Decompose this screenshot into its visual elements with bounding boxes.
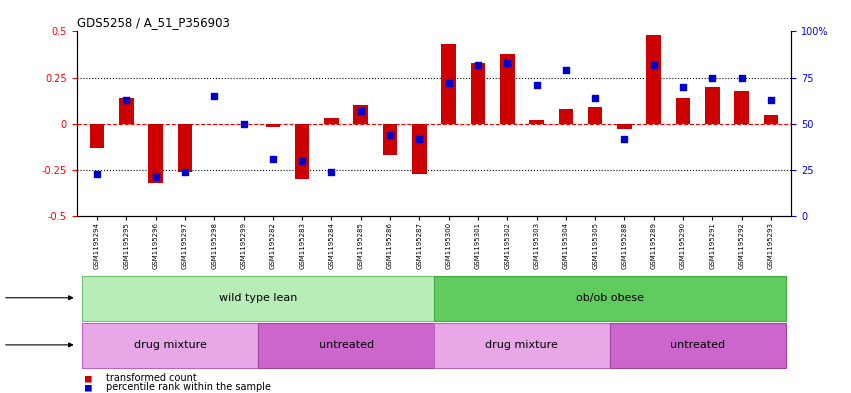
Bar — [324, 118, 339, 124]
Point — [237, 121, 250, 127]
Bar — [83, 276, 434, 321]
Text: untreated: untreated — [670, 340, 725, 350]
Text: GDS5258 / A_51_P356903: GDS5258 / A_51_P356903 — [77, 16, 230, 29]
Text: ob/ob obese: ob/ob obese — [576, 293, 644, 303]
Point — [500, 60, 514, 66]
Text: drug mixture: drug mixture — [134, 340, 207, 350]
Point — [529, 82, 543, 88]
Point — [734, 75, 748, 81]
Text: percentile rank within the sample: percentile rank within the sample — [106, 382, 271, 392]
Bar — [383, 124, 397, 155]
Point — [413, 136, 426, 142]
Bar — [83, 323, 258, 369]
Point — [90, 171, 104, 177]
Point — [471, 62, 485, 68]
Point — [647, 62, 660, 68]
Point — [325, 169, 339, 175]
Bar — [258, 323, 434, 369]
Point — [618, 136, 631, 142]
Bar — [471, 63, 485, 124]
Point — [559, 67, 573, 73]
Point — [120, 97, 134, 103]
Bar — [705, 87, 720, 124]
Bar — [442, 44, 456, 124]
Bar — [734, 90, 749, 124]
Text: ■: ■ — [85, 373, 92, 383]
Text: ■: ■ — [85, 382, 92, 392]
Bar — [558, 109, 574, 124]
Bar — [588, 107, 603, 124]
Bar — [610, 323, 785, 369]
Bar — [266, 124, 280, 127]
Point — [266, 156, 280, 162]
Point — [208, 93, 221, 99]
Text: agent: agent — [0, 340, 72, 350]
Bar — [617, 124, 631, 129]
Bar — [353, 105, 368, 124]
Point — [588, 95, 602, 101]
Point — [354, 108, 368, 114]
Text: genotype/variation: genotype/variation — [0, 293, 72, 303]
Bar — [294, 124, 310, 179]
Bar — [529, 120, 544, 124]
Bar — [148, 124, 163, 183]
Bar — [434, 323, 610, 369]
Point — [178, 169, 191, 175]
Point — [764, 97, 778, 103]
Text: transformed count: transformed count — [106, 373, 197, 383]
Bar — [676, 98, 690, 124]
Point — [383, 132, 397, 138]
Point — [705, 75, 719, 81]
Bar — [500, 53, 515, 124]
Text: untreated: untreated — [318, 340, 374, 350]
Bar — [119, 98, 134, 124]
Bar — [89, 124, 105, 148]
Bar — [763, 115, 779, 124]
Bar — [412, 124, 426, 174]
Bar — [647, 35, 661, 124]
Point — [442, 80, 455, 86]
Point — [149, 174, 163, 180]
Text: wild type lean: wild type lean — [219, 293, 297, 303]
Text: drug mixture: drug mixture — [485, 340, 558, 350]
Bar — [178, 124, 192, 172]
Point — [677, 84, 690, 90]
Point — [295, 158, 309, 164]
Bar — [434, 276, 785, 321]
